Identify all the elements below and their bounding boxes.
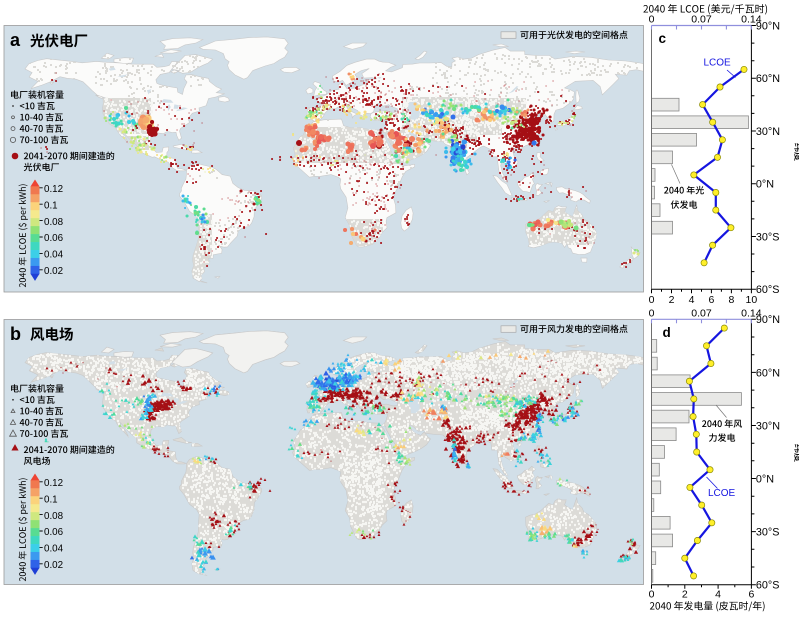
svg-text:4: 4 bbox=[715, 589, 721, 601]
svg-text:0.07: 0.07 bbox=[691, 14, 712, 26]
svg-text:0: 0 bbox=[649, 14, 655, 26]
svg-text:0: 0 bbox=[649, 294, 655, 306]
svg-text:90°N: 90°N bbox=[756, 20, 780, 32]
svg-text:60°N: 60°N bbox=[756, 367, 780, 379]
svg-text:0: 0 bbox=[649, 589, 655, 601]
svg-text:0.07: 0.07 bbox=[691, 307, 712, 319]
svg-text:0.06: 0.06 bbox=[44, 233, 64, 244]
svg-text:0°N: 0°N bbox=[756, 473, 774, 485]
svg-text:0.12: 0.12 bbox=[44, 184, 63, 195]
svg-text:c: c bbox=[659, 31, 667, 46]
svg-text:0.1: 0.1 bbox=[44, 200, 58, 211]
svg-text:30°S: 30°S bbox=[756, 527, 780, 539]
svg-text:0.06: 0.06 bbox=[44, 527, 64, 538]
svg-text:30°N: 30°N bbox=[756, 126, 780, 138]
svg-text:2: 2 bbox=[669, 294, 675, 306]
svg-text:0.02: 0.02 bbox=[44, 560, 63, 571]
svg-text:90°N: 90°N bbox=[756, 314, 780, 326]
svg-text:6: 6 bbox=[708, 294, 714, 306]
svg-text:LCOE: LCOE bbox=[704, 58, 732, 69]
svg-text:30°N: 30°N bbox=[756, 420, 780, 432]
svg-text:60°S: 60°S bbox=[756, 284, 780, 296]
svg-text:d: d bbox=[663, 325, 671, 340]
svg-text:b: b bbox=[10, 324, 21, 344]
svg-text:0.12: 0.12 bbox=[44, 478, 63, 489]
svg-text:LCOE: LCOE bbox=[708, 488, 736, 499]
svg-text:0.14: 0.14 bbox=[741, 307, 762, 319]
svg-text:60°S: 60°S bbox=[756, 580, 780, 592]
svg-text:0.08: 0.08 bbox=[44, 511, 64, 522]
svg-text:0.02: 0.02 bbox=[44, 266, 63, 277]
svg-text:0.14: 0.14 bbox=[741, 14, 762, 26]
svg-text:0.08: 0.08 bbox=[44, 217, 64, 228]
svg-text:4: 4 bbox=[689, 294, 695, 306]
svg-text:0.04: 0.04 bbox=[44, 544, 64, 555]
svg-text:0: 0 bbox=[649, 307, 655, 319]
svg-text:8: 8 bbox=[728, 294, 734, 306]
svg-text:6: 6 bbox=[748, 589, 754, 601]
svg-text:a: a bbox=[10, 30, 21, 50]
svg-text:0.04: 0.04 bbox=[44, 250, 64, 261]
svg-text:2: 2 bbox=[682, 589, 688, 601]
svg-text:10: 10 bbox=[746, 294, 758, 306]
svg-text:0.1: 0.1 bbox=[44, 494, 58, 505]
svg-text:30°S: 30°S bbox=[756, 231, 780, 243]
svg-text:0°N: 0°N bbox=[756, 179, 774, 191]
svg-text:60°N: 60°N bbox=[756, 73, 780, 85]
